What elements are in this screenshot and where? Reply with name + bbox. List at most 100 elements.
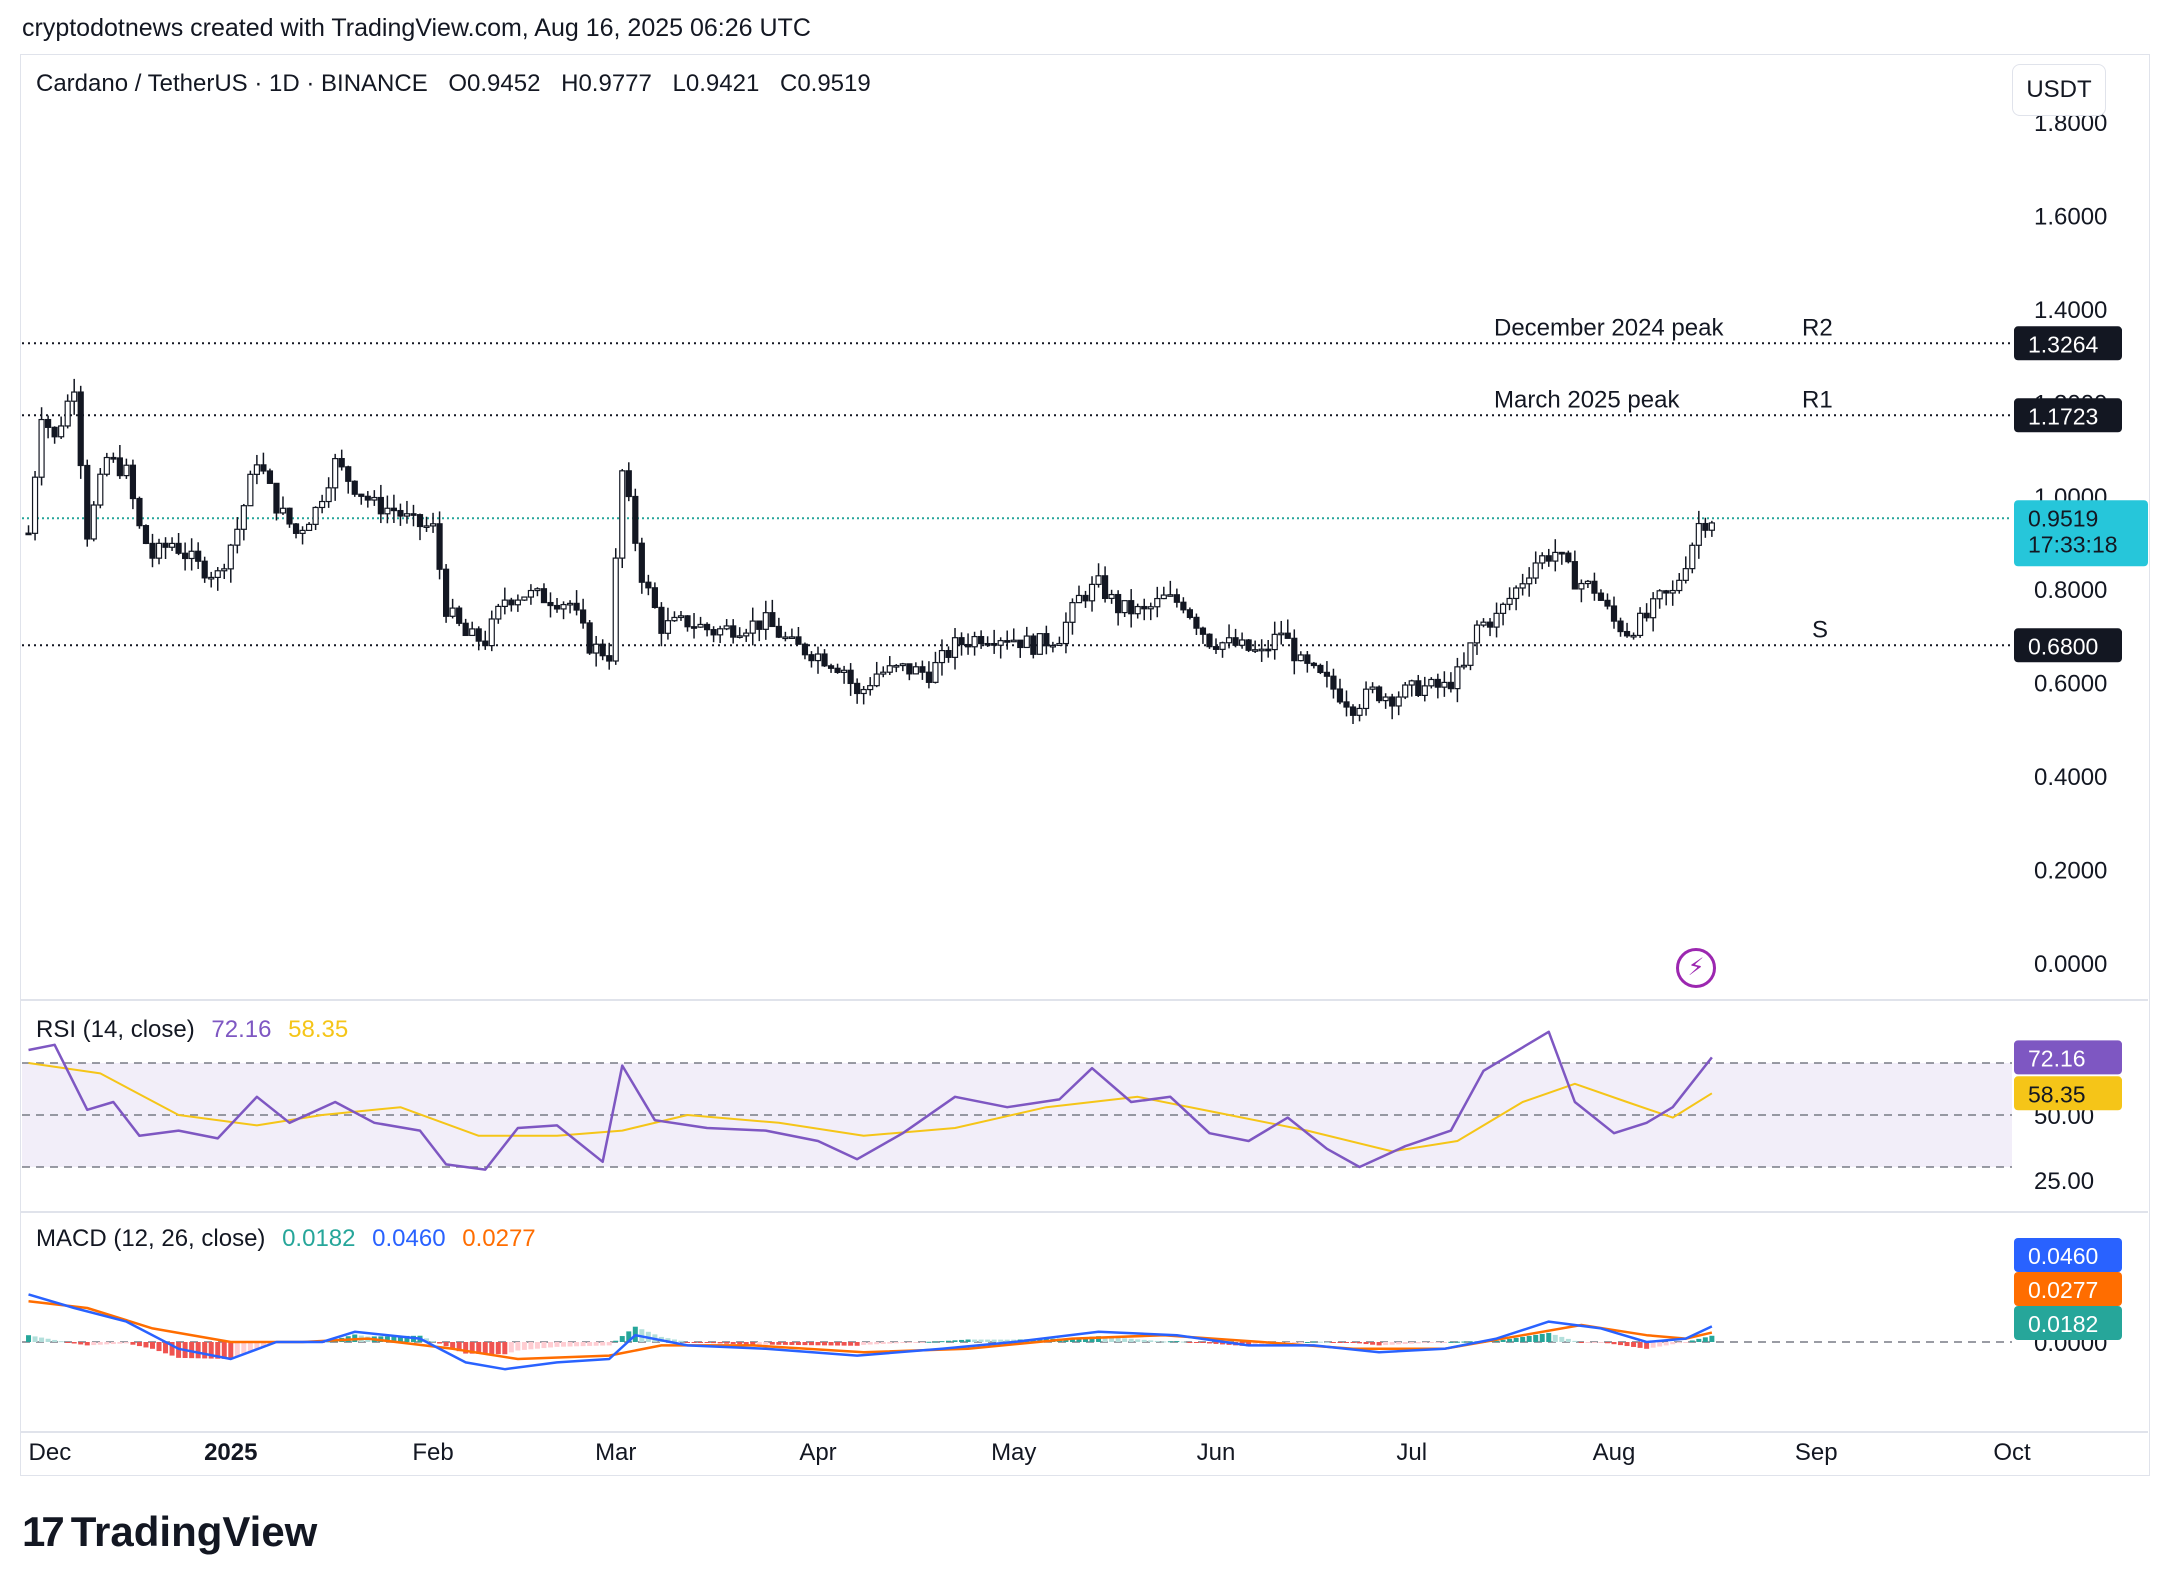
candle-body xyxy=(384,507,391,515)
macd-hist-bar xyxy=(782,1342,788,1345)
candle-body xyxy=(1154,597,1161,608)
candle-body xyxy=(827,665,835,669)
candle-body xyxy=(456,607,463,624)
candle-body xyxy=(886,665,893,673)
macd-hist-bar xyxy=(906,1342,912,1343)
macd-hist-bar xyxy=(1448,1341,1454,1343)
macd-hist-bar xyxy=(1546,1332,1552,1342)
macd-hist-bar xyxy=(502,1342,508,1355)
candle-body xyxy=(1610,605,1618,622)
close-value: C0.9519 xyxy=(779,70,871,97)
candle-body xyxy=(488,618,495,647)
macd-hist-bar xyxy=(208,1342,214,1359)
candle-body xyxy=(286,507,293,525)
candle-body xyxy=(756,620,763,630)
candle-body xyxy=(873,673,880,687)
candle-body xyxy=(1245,639,1252,651)
candle-body xyxy=(1434,678,1441,688)
macd-hist-bar xyxy=(1252,1342,1258,1346)
macd-signal-line xyxy=(28,1299,1713,1361)
macd-hist-bar xyxy=(130,1342,136,1345)
candle-body xyxy=(1206,633,1213,648)
macd-signal-badge: 0.0277 xyxy=(2028,1277,2098,1303)
macd-hist-bar xyxy=(671,1339,677,1342)
macd-hist-bar xyxy=(202,1342,208,1359)
level-name-label: March 2025 peak xyxy=(1494,386,1680,413)
candle-body xyxy=(1617,620,1624,633)
candle-body xyxy=(325,487,332,503)
candle-body xyxy=(429,523,437,527)
macd-hist-bar xyxy=(463,1342,469,1354)
macd-hist-bar xyxy=(704,1342,710,1343)
candle-body xyxy=(932,661,939,683)
macd-hist-bar xyxy=(1454,1341,1460,1343)
candle-body xyxy=(1402,684,1409,698)
candle-body xyxy=(110,456,117,460)
candle-body xyxy=(1428,678,1435,687)
candle-body xyxy=(534,588,541,592)
candle-body xyxy=(1193,616,1200,629)
candle-body xyxy=(351,480,358,495)
candle-body xyxy=(1317,664,1324,673)
level-price-badge-bg xyxy=(2014,628,2122,663)
macd-hist-bar xyxy=(1337,1342,1343,1343)
candle-body xyxy=(1141,605,1148,610)
currency-button[interactable]: USDT xyxy=(2012,64,2106,116)
macd-hist-bar xyxy=(52,1339,58,1342)
candle-body xyxy=(1095,575,1102,585)
candle-body xyxy=(651,587,658,609)
candle-body xyxy=(462,622,469,637)
candle-body xyxy=(1330,675,1337,690)
candle-body xyxy=(1310,662,1317,667)
lightning-icon[interactable]: ⚡ xyxy=(1676,948,1716,988)
macd-hist-bar xyxy=(117,1342,123,1344)
macd-hist-bar xyxy=(515,1342,521,1351)
macd-hist-bar xyxy=(110,1342,116,1345)
candle-body xyxy=(540,588,548,604)
candle-body xyxy=(175,542,182,554)
macd-hist-bar xyxy=(561,1342,567,1347)
macd-hist-bar xyxy=(143,1342,149,1348)
macd-hist-bar xyxy=(476,1342,482,1354)
macd-hist-bar xyxy=(763,1342,769,1345)
candle-body xyxy=(925,671,933,683)
candle-body xyxy=(1382,696,1389,702)
macd-hist-bar xyxy=(854,1342,860,1346)
price-tick-label: 0.2000 xyxy=(2034,858,2107,885)
open-value: O0.9452 xyxy=(448,70,541,97)
candle-body xyxy=(1695,522,1702,546)
candle-body xyxy=(1238,639,1246,646)
macd-hist-bar xyxy=(136,1342,142,1347)
candle-body xyxy=(1284,632,1291,639)
macd-hist-bar xyxy=(861,1342,867,1345)
candle-body xyxy=(1343,701,1350,708)
macd-hist-bar xyxy=(32,1336,38,1342)
current-price-badge: 17:33:18 xyxy=(2028,531,2118,557)
macd-hist-bar xyxy=(1304,1342,1310,1343)
candle-body xyxy=(482,640,489,647)
macd-hist-bar xyxy=(743,1342,749,1345)
candle-body xyxy=(266,470,274,484)
candle-body xyxy=(1291,637,1298,662)
macd-hist-bar xyxy=(893,1342,899,1344)
macd-hist-bar xyxy=(1657,1342,1663,1347)
candle-body xyxy=(1304,654,1311,664)
time-tick-label: Sep xyxy=(1795,1439,1838,1466)
candle-body xyxy=(292,523,300,534)
candle-body xyxy=(501,599,508,608)
candle-body xyxy=(1480,621,1487,626)
macd-hist-bar xyxy=(1585,1342,1591,1343)
candle-body xyxy=(1199,627,1207,635)
candle-body xyxy=(1636,612,1644,637)
macd-hist-bar xyxy=(952,1340,958,1342)
macd-hist-bar xyxy=(972,1339,978,1342)
macd-hist-bar xyxy=(665,1338,671,1342)
rsi-label: RSI (14, close) xyxy=(36,1016,195,1043)
candle-body xyxy=(25,532,32,536)
candle-body xyxy=(1004,640,1011,643)
candle-body xyxy=(195,550,202,562)
macd-hist-bar xyxy=(65,1342,71,1343)
candle-body xyxy=(1519,583,1526,589)
macd-hist-bar xyxy=(260,1342,266,1347)
